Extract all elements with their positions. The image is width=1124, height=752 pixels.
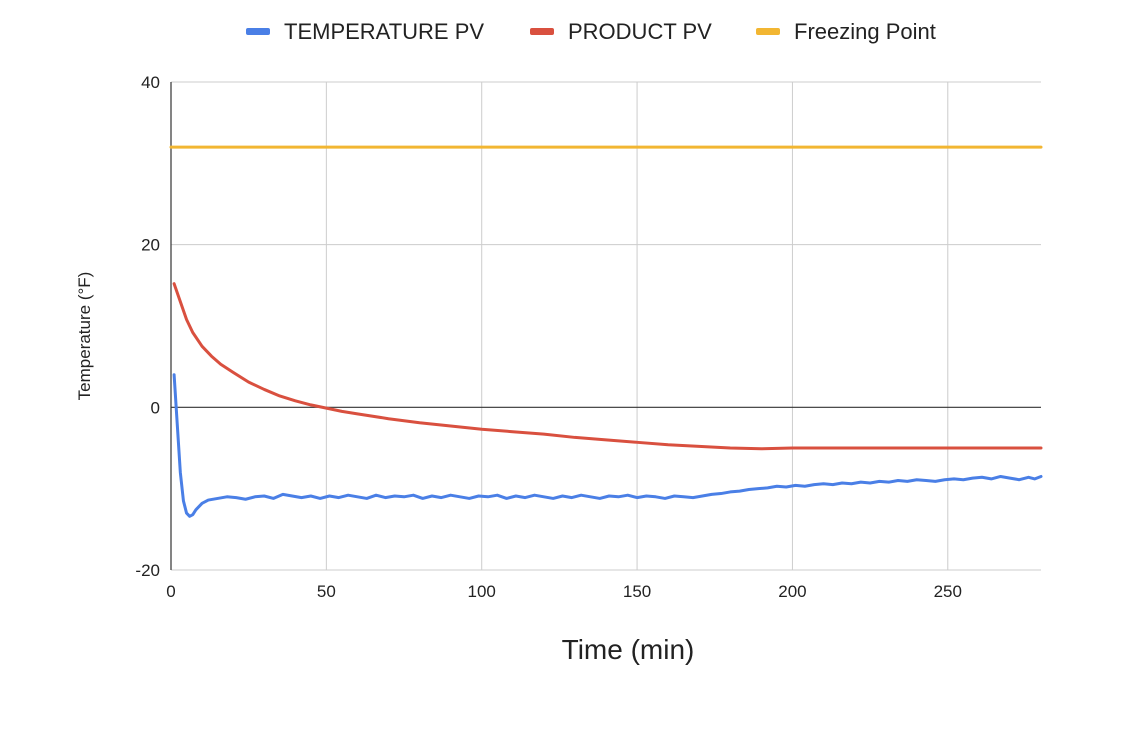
legend-swatch-temperature-pv: [246, 28, 270, 35]
y-tick-label: 0: [151, 398, 160, 417]
x-tick-label: 150: [623, 582, 651, 601]
y-tick-label: 20: [141, 236, 160, 255]
x-tick-label: 50: [317, 582, 336, 601]
x-axis-ticks: 0 50 100 150 200 250: [166, 582, 962, 601]
legend-swatch-freezing-point: [756, 28, 780, 35]
x-tick-label: 200: [778, 582, 806, 601]
legend-swatch-product-pv: [530, 28, 554, 35]
y-axis-title: Temperature (°F): [75, 272, 94, 401]
y-tick-label: 40: [141, 73, 160, 92]
x-tick-label: 100: [468, 582, 496, 601]
x-tick-label: 0: [166, 582, 175, 601]
x-axis-title: Time (min): [562, 634, 695, 665]
legend: TEMPERATURE PV PRODUCT PV Freezing Point: [246, 19, 936, 44]
x-tick-label: 250: [934, 582, 962, 601]
y-axis-ticks: -20 0 20 40: [135, 73, 160, 580]
legend-label-freezing-point: Freezing Point: [794, 19, 936, 44]
legend-label-temperature-pv: TEMPERATURE PV: [284, 19, 484, 44]
series-line-temperature-pv: [172, 373, 1043, 518]
gridlines: [171, 81, 1041, 571]
series-line-product-pv: [172, 282, 1043, 451]
series-lines: [169, 145, 1043, 518]
y-tick-label: -20: [135, 561, 160, 580]
legend-label-product-pv: PRODUCT PV: [568, 19, 712, 44]
